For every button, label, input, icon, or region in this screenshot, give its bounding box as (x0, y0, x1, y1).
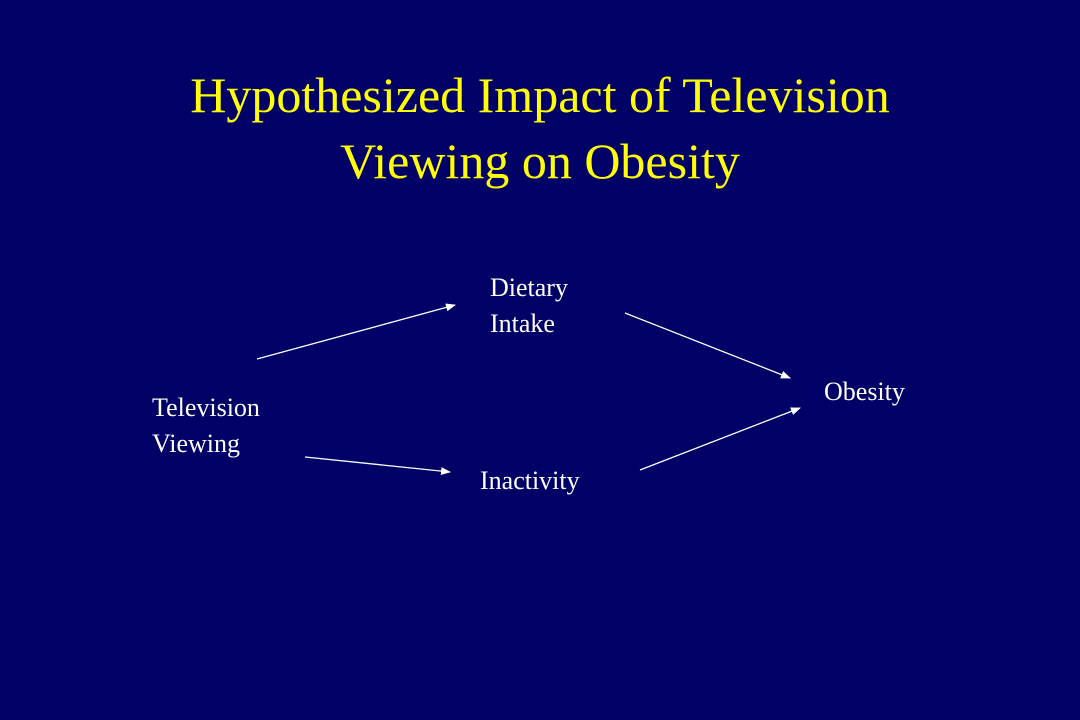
node-label: Inactivity (480, 466, 580, 495)
arrow (256, 303, 456, 360)
title-line: Viewing on Obesity (340, 133, 740, 189)
arrow (304, 456, 451, 476)
node-label: Television (152, 393, 260, 422)
title-line: Hypothesized Impact of Television (190, 67, 890, 123)
node-label: Obesity (824, 377, 905, 406)
node-label: Viewing (152, 429, 240, 458)
node-label: Intake (490, 309, 555, 338)
arrow (639, 407, 801, 471)
arrow (624, 312, 791, 379)
node-label: Dietary (490, 273, 568, 302)
